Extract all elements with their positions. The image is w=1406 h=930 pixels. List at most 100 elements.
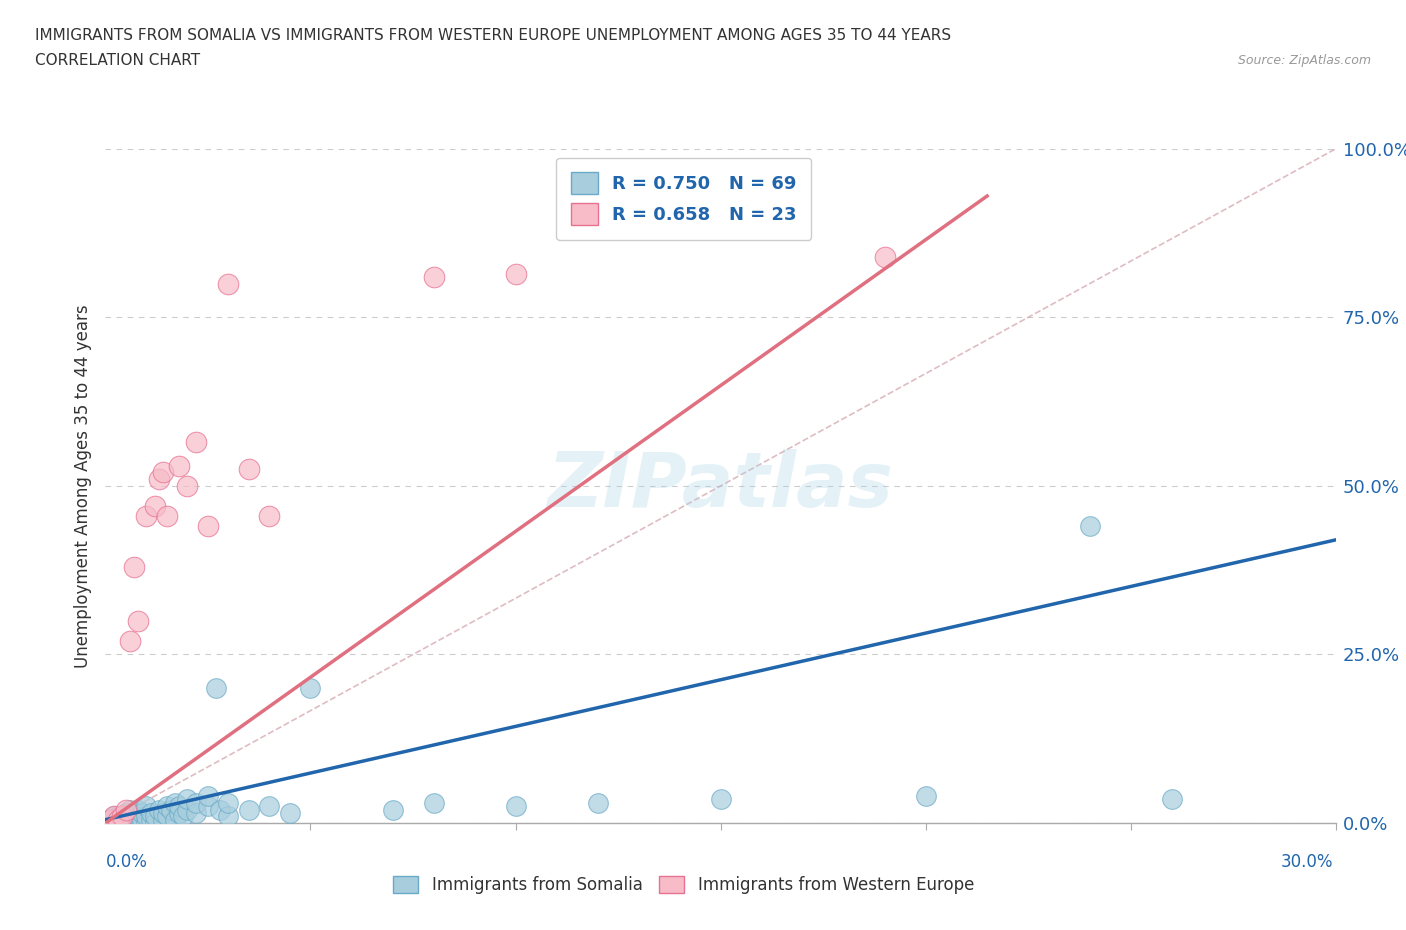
Point (122, 816, 145, 830)
Point (103, 812, 125, 827)
Point (156, 799, 179, 814)
Text: Source: ZipAtlas.com: Source: ZipAtlas.com (1237, 54, 1371, 67)
Point (172, 809, 194, 824)
Point (120, 802, 141, 817)
Point (197, 519, 219, 534)
Point (197, 799, 219, 814)
Point (218, 276, 240, 291)
Point (586, 795, 609, 810)
Point (127, 802, 149, 817)
Point (156, 809, 179, 824)
Point (122, 809, 145, 824)
Point (169, 458, 191, 473)
Point (176, 792, 198, 807)
Point (120, 633, 141, 648)
Point (184, 795, 207, 810)
Point (122, 805, 145, 820)
Point (98, 816, 121, 830)
Point (152, 805, 174, 820)
Point (148, 802, 170, 817)
Point (127, 816, 149, 830)
Point (209, 802, 232, 817)
Point (111, 809, 134, 824)
Point (107, 812, 129, 827)
Point (111, 816, 134, 830)
Point (107, 809, 129, 824)
Point (111, 812, 134, 827)
Point (1160, 792, 1182, 807)
Point (422, 795, 444, 810)
Point (122, 560, 145, 575)
Point (135, 799, 157, 814)
Point (107, 816, 129, 830)
Point (505, 799, 527, 814)
Point (120, 809, 141, 824)
Point (152, 812, 174, 827)
Point (259, 509, 281, 524)
Point (148, 472, 170, 486)
Point (139, 812, 162, 827)
Point (176, 479, 198, 494)
Point (115, 802, 138, 817)
Point (107, 812, 129, 827)
Point (278, 805, 301, 820)
Point (103, 809, 125, 824)
Point (143, 498, 166, 513)
Point (120, 816, 141, 830)
Point (238, 802, 260, 817)
Point (299, 681, 322, 696)
Point (422, 270, 444, 285)
Point (103, 809, 125, 824)
Point (259, 799, 281, 814)
Point (103, 816, 125, 830)
Text: IMMIGRANTS FROM SOMALIA VS IMMIGRANTS FROM WESTERN EUROPE UNEMPLOYMENT AMONG AGE: IMMIGRANTS FROM SOMALIA VS IMMIGRANTS FR… (35, 28, 952, 43)
Point (143, 809, 166, 824)
Point (135, 816, 157, 830)
Point (152, 465, 174, 480)
Y-axis label: Unemployment Among Ages 35 to 44 years: Unemployment Among Ages 35 to 44 years (73, 304, 91, 668)
Point (160, 802, 183, 817)
Point (197, 789, 219, 804)
Point (176, 802, 198, 817)
Text: ZIPatlas: ZIPatlas (547, 449, 894, 523)
Point (115, 812, 138, 827)
Point (218, 795, 240, 810)
Point (169, 805, 191, 820)
Point (115, 810, 138, 825)
Point (873, 249, 896, 264)
Point (218, 809, 240, 824)
Point (115, 816, 138, 830)
Point (111, 809, 134, 824)
Point (165, 812, 187, 827)
Point (1078, 519, 1101, 534)
Text: 0.0%: 0.0% (105, 853, 148, 871)
Point (98, 812, 121, 827)
Point (131, 812, 153, 827)
Point (143, 816, 166, 830)
Text: 30.0%: 30.0% (1281, 853, 1333, 871)
Point (131, 805, 153, 820)
Point (94, 816, 117, 830)
Point (381, 802, 404, 817)
Point (135, 509, 157, 524)
Point (165, 795, 187, 810)
Point (127, 614, 149, 629)
Point (205, 681, 228, 696)
Text: CORRELATION CHART: CORRELATION CHART (35, 53, 200, 68)
Point (120, 812, 141, 827)
Point (914, 789, 936, 804)
Point (710, 792, 733, 807)
Point (122, 812, 145, 827)
Point (139, 805, 162, 820)
Point (127, 809, 149, 824)
Point (238, 461, 260, 476)
Point (184, 805, 207, 820)
Point (505, 266, 527, 281)
Point (169, 799, 191, 814)
Point (184, 434, 207, 449)
Point (156, 509, 179, 524)
Legend: Immigrants from Somalia, Immigrants from Western Europe: Immigrants from Somalia, Immigrants from… (385, 868, 983, 902)
Point (115, 805, 138, 820)
Point (135, 809, 157, 824)
Point (98, 812, 121, 827)
